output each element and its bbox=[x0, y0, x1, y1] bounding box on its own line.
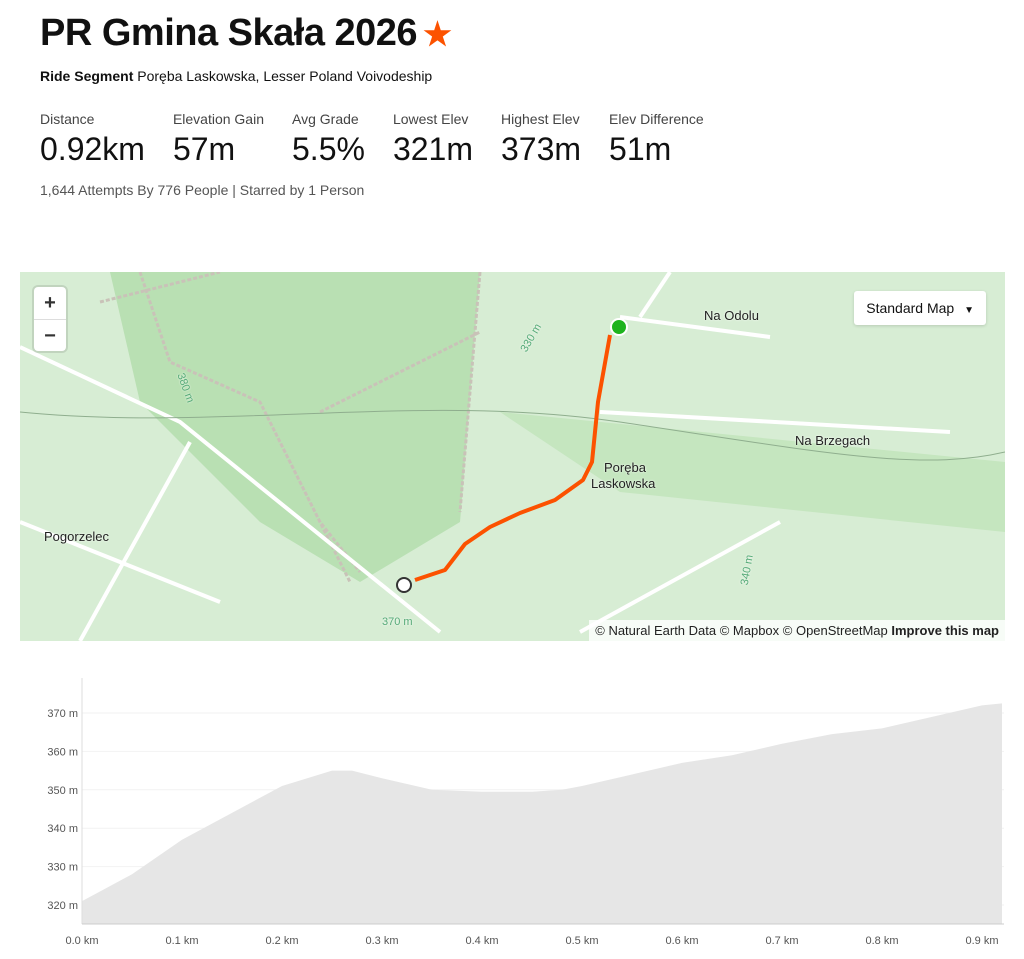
y-tick-label: 350 m bbox=[47, 785, 78, 797]
map-label: Laskowska bbox=[591, 476, 656, 491]
y-tick-label: 370 m bbox=[47, 708, 78, 720]
map-label: Na Brzegach bbox=[795, 433, 871, 448]
stat-elev-difference: Elev Difference 51m bbox=[609, 111, 704, 167]
stats-row: Distance 0.92km Elevation Gain 57m Avg Grade… bbox=[40, 111, 732, 168]
page-title: PR Gmina Skała 2026 ★ bbox=[40, 12, 452, 54]
x-tick-label: 0.2 km bbox=[265, 935, 298, 947]
x-tick-label: 0.6 km bbox=[665, 935, 698, 947]
zoom-controls: + − bbox=[34, 287, 66, 351]
x-tick-label: 0.4 km bbox=[465, 935, 498, 947]
map-type-dropdown[interactable]: Standard Map ▼ bbox=[854, 291, 986, 325]
map-label: Poręba bbox=[604, 460, 646, 475]
elevation-area bbox=[82, 703, 1002, 924]
star-icon[interactable]: ★ bbox=[423, 15, 452, 52]
x-tick-label: 0.0 km bbox=[65, 935, 98, 947]
stat-highest-elev: Highest Elev 373m bbox=[500, 111, 582, 167]
stat-elevation-gain: Elevation Gain 57m bbox=[172, 111, 264, 167]
y-tick-label: 330 m bbox=[47, 862, 78, 874]
improve-map-link[interactable]: Improve this map bbox=[891, 623, 999, 638]
stat-distance: Distance 0.92km bbox=[40, 111, 145, 167]
caret-down-icon: ▼ bbox=[964, 305, 974, 316]
attempts-meta: 1,644 Attempts By 776 People | Starred b… bbox=[40, 182, 365, 198]
y-tick-label: 360 m bbox=[47, 746, 78, 758]
x-tick-label: 0.8 km bbox=[865, 935, 898, 947]
x-tick-label: 0.9 km bbox=[965, 935, 998, 947]
map-attribution: © Natural Earth Data © Mapbox © OpenStre… bbox=[589, 620, 1005, 641]
map-label: Pogorzelec bbox=[44, 529, 110, 544]
stat-lowest-elev: Lowest Elev 321m bbox=[392, 111, 473, 167]
stat-avg-grade: Avg Grade 5.5% bbox=[292, 111, 365, 167]
elevation-chart[interactable]: 320 m 330 m 340 m 350 m 360 m 370 m 0.0 km 0.1 … bbox=[0, 660, 1024, 959]
x-tick-label: 0.3 km bbox=[365, 935, 398, 947]
map-label: 370 m bbox=[382, 616, 413, 628]
x-tick-label: 0.5 km bbox=[565, 935, 598, 947]
y-tick-label: 320 m bbox=[47, 900, 78, 912]
zoom-out-button[interactable]: − bbox=[34, 319, 66, 352]
y-tick-label: 340 m bbox=[47, 823, 78, 835]
map-label: Na Odolu bbox=[704, 308, 759, 323]
x-tick-label: 0.7 km bbox=[765, 935, 798, 947]
segment-map[interactable]: + − Standard Map ▼ Na Odolu Na Brzegach P… bbox=[20, 272, 1005, 641]
x-tick-label: 0.1 km bbox=[165, 935, 198, 947]
segment-subtitle: Ride Segment Poręba Laskowska, Lesser Po… bbox=[40, 68, 433, 84]
zoom-in-button[interactable]: + bbox=[44, 292, 56, 314]
